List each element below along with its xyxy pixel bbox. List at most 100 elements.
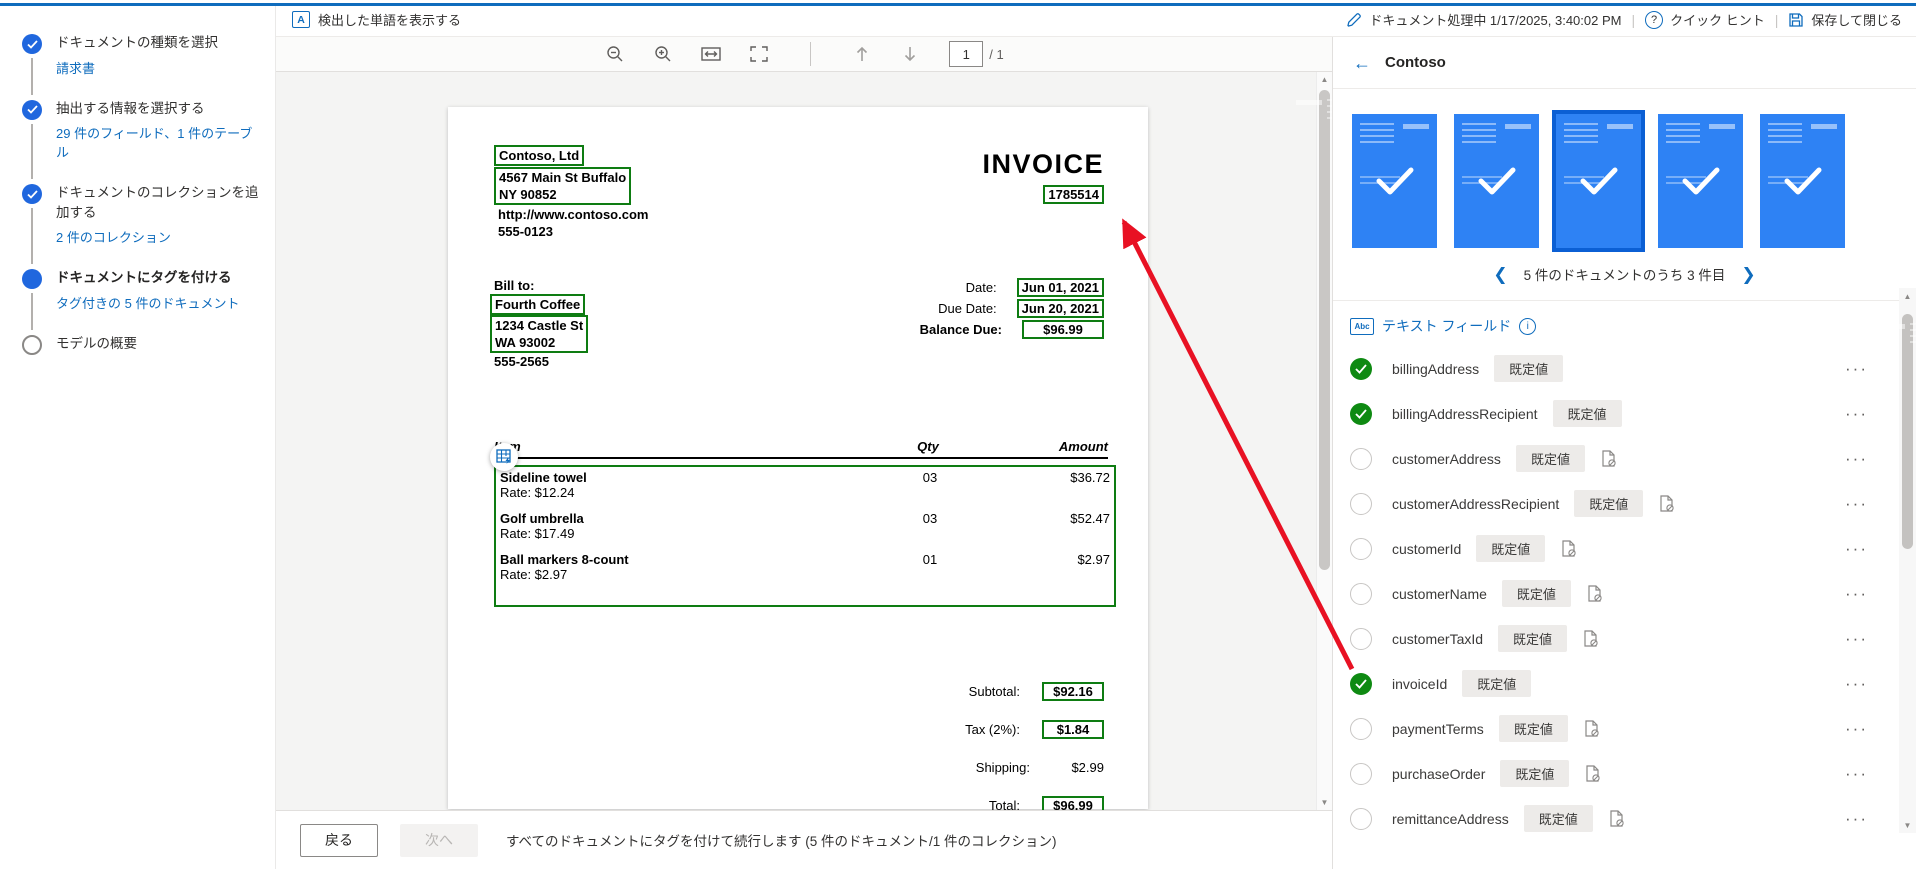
default-value-chip[interactable]: 既定値 xyxy=(1574,490,1644,517)
total-value[interactable]: $2.99 xyxy=(1071,759,1104,775)
step-label: ドキュメントの種類を選択 xyxy=(56,35,218,50)
scroll-down-icon[interactable]: ▼ xyxy=(1320,798,1329,807)
tagged-items-table[interactable]: Sideline towel Rate: $12.24 03 $36.72 Go… xyxy=(494,465,1116,607)
scroll-down-icon[interactable]: ▼ xyxy=(1903,820,1912,830)
field-status-icon xyxy=(1350,447,1372,470)
field-row[interactable]: purchaseOrder 既定値 ··· xyxy=(1350,751,1916,796)
document-thumbnail[interactable] xyxy=(1760,114,1845,248)
quick-tips-button[interactable]: ? クイック ヒント xyxy=(1645,10,1765,29)
next-page-button[interactable] xyxy=(899,43,921,65)
document-status-text: ドキュメント処理中 1/17/2025, 3:40:02 PM xyxy=(1369,13,1622,28)
info-icon[interactable]: i xyxy=(1519,317,1537,335)
wizard-footer: 戻る 次へ すべてのドキュメントにタグを付けて続行します (5 件のドキュメント… xyxy=(276,810,1332,869)
item-amount: $36.72 xyxy=(1070,470,1110,485)
back-button[interactable]: 戻る xyxy=(300,823,378,857)
next-button-disabled[interactable]: 次へ xyxy=(400,823,478,857)
tagged-company-address[interactable]: 4567 Main St Buffalo NY 90852 xyxy=(494,167,632,205)
total-value[interactable]: $92.16 xyxy=(1042,681,1104,701)
table-tag-button[interactable] xyxy=(490,443,518,471)
default-value-chip[interactable]: 既定値 xyxy=(1498,625,1568,652)
show-detected-words-button[interactable]: A 検出した単語を表示する xyxy=(292,10,461,29)
tagged-invoice-id[interactable]: 1785514 xyxy=(1043,185,1104,204)
document-thumbnails xyxy=(1333,89,1916,248)
default-value-chip[interactable]: 既定値 xyxy=(1476,535,1546,562)
field-row[interactable]: customerTaxId 既定値 ··· xyxy=(1350,616,1916,661)
total-row: Shipping: $2.99 xyxy=(965,757,1104,777)
field-row[interactable]: customerAddress 既定値 ··· xyxy=(1350,436,1916,481)
field-row[interactable]: customerName 既定値 ··· xyxy=(1350,571,1916,616)
document-thumbnail[interactable] xyxy=(1658,114,1743,248)
stepper-step[interactable]: ドキュメントの種類を選択 請求書 xyxy=(22,33,265,94)
field-status-icon xyxy=(1350,717,1372,740)
field-name: billingAddress xyxy=(1392,360,1480,377)
text-fields-title: テキスト フィールド xyxy=(1382,318,1512,334)
scrollbar-thumb[interactable] xyxy=(1296,90,1332,570)
document-dismiss-icon xyxy=(1587,585,1602,602)
step-sub-link[interactable]: 請求書 xyxy=(56,60,96,76)
document-thumbnail[interactable] xyxy=(1454,114,1539,248)
scroll-up-icon[interactable]: ▲ xyxy=(1320,75,1329,84)
default-value-chip[interactable]: 既定値 xyxy=(1501,580,1571,607)
save-and-close-button[interactable]: 保存して閉じる xyxy=(1788,10,1902,29)
default-value-chip[interactable]: 既定値 xyxy=(1500,760,1570,787)
bill-to-label: Bill to: xyxy=(494,278,535,293)
total-value[interactable]: $96.99 xyxy=(1042,795,1104,810)
stepper-step[interactable]: ドキュメントにタグを付ける タグ付きの 5 件のドキュメント xyxy=(22,268,265,330)
top-toolbar: A 検出した単語を表示する ドキュメント処理中 1/17/2025, 3:40:… xyxy=(276,3,1916,37)
fit-page-button[interactable] xyxy=(748,43,770,65)
next-document-icon[interactable]: ❯ xyxy=(1741,264,1756,284)
tagged-bill-to-name[interactable]: Fourth Coffee xyxy=(490,294,586,315)
field-row[interactable]: billingAddressRecipient 既定値 ··· xyxy=(1350,391,1916,436)
step-sub-link[interactable]: タグ付きの 5 件のドキュメント xyxy=(56,295,240,311)
field-row[interactable]: customerAddressRecipient 既定値 ··· xyxy=(1350,481,1916,526)
default-value-chip[interactable]: 既定値 xyxy=(1462,670,1532,697)
default-value-chip[interactable]: 既定値 xyxy=(1515,445,1585,472)
field-row[interactable]: billingAddress 既定値 ··· xyxy=(1350,346,1916,391)
default-value-chip[interactable]: 既定値 xyxy=(1494,355,1564,382)
total-value[interactable]: $1.84 xyxy=(1042,719,1104,739)
default-value-chip[interactable]: 既定値 xyxy=(1552,400,1622,427)
field-row[interactable]: paymentTerms 既定値 ··· xyxy=(1350,706,1916,751)
detected-words-icon: A xyxy=(292,11,310,28)
invoice-title: INVOICE xyxy=(982,149,1104,179)
invoice-item-row: Ball markers 8-count Rate: $2.97 01 $2.9… xyxy=(500,552,1110,582)
back-arrow-icon[interactable]: ← xyxy=(1353,52,1371,73)
previous-document-icon[interactable]: ❮ xyxy=(1493,264,1508,284)
thumbnail-check-icon xyxy=(1682,167,1719,195)
stepper-step[interactable]: ドキュメントのコレクションを追加する 2 件のコレクション xyxy=(22,183,265,265)
page-total-label: / 1 xyxy=(989,46,1004,62)
thumbnail-check-icon xyxy=(1784,167,1821,195)
field-row[interactable]: customerId 既定値 ··· xyxy=(1350,526,1916,571)
field-row[interactable]: invoiceId 既定値 ··· xyxy=(1350,661,1916,706)
field-list: billingAddress 既定値 ··· billingAddressRec… xyxy=(1350,346,1916,841)
scrollbar-thumb[interactable] xyxy=(1879,314,1916,549)
step-sub-link[interactable]: 2 件のコレクション xyxy=(56,230,171,246)
company-phone: 555-0123 xyxy=(498,224,553,239)
scroll-up-icon[interactable]: ▲ xyxy=(1903,291,1912,301)
tagged-balance-due-value[interactable]: $96.99 xyxy=(1022,319,1104,339)
step-sub-link[interactable]: 29 件のフィールド、1 件のテーブル xyxy=(56,126,253,161)
default-value-chip[interactable]: 既定値 xyxy=(1523,805,1593,832)
fit-width-button[interactable] xyxy=(700,43,722,65)
previous-page-button[interactable] xyxy=(851,43,873,65)
document-position-text: 5 件のドキュメントのうち 3 件目 xyxy=(1523,268,1726,283)
top-accent-bar xyxy=(0,3,1916,6)
stepper-step[interactable]: モデルの概要 xyxy=(22,334,265,355)
zoom-in-button[interactable] xyxy=(652,43,674,65)
default-value-chip[interactable]: 既定値 xyxy=(1498,715,1568,742)
tagged-company-name[interactable]: Contoso, Ltd xyxy=(494,145,585,166)
due-date-label: Due Date: xyxy=(938,300,997,316)
zoom-out-button[interactable] xyxy=(604,43,626,65)
field-row[interactable]: remittanceAddress 既定値 ··· xyxy=(1350,796,1916,841)
tagged-due-date-value[interactable]: Jun 20, 2021 xyxy=(1016,298,1104,318)
document-thumbnail[interactable] xyxy=(1556,114,1641,248)
tagged-bill-to-address[interactable]: 1234 Castle St WA 93002 xyxy=(490,315,589,353)
panel-scrollbar[interactable]: ▲ ▼ xyxy=(1879,288,1916,833)
tagged-date-value[interactable]: Jun 01, 2021 xyxy=(1016,277,1104,297)
step-label: ドキュメントのコレクションを追加する xyxy=(56,185,259,220)
rename-document-button[interactable]: ドキュメント処理中 1/17/2025, 3:40:02 PM xyxy=(1346,10,1621,29)
stepper-step[interactable]: 抽出する情報を選択する 29 件のフィールド、1 件のテーブル xyxy=(22,99,265,179)
document-thumbnail[interactable] xyxy=(1352,114,1437,248)
page-number-input[interactable]: 1 xyxy=(949,41,984,67)
canvas-scrollbar[interactable]: ▲ ▼ xyxy=(1296,72,1332,810)
